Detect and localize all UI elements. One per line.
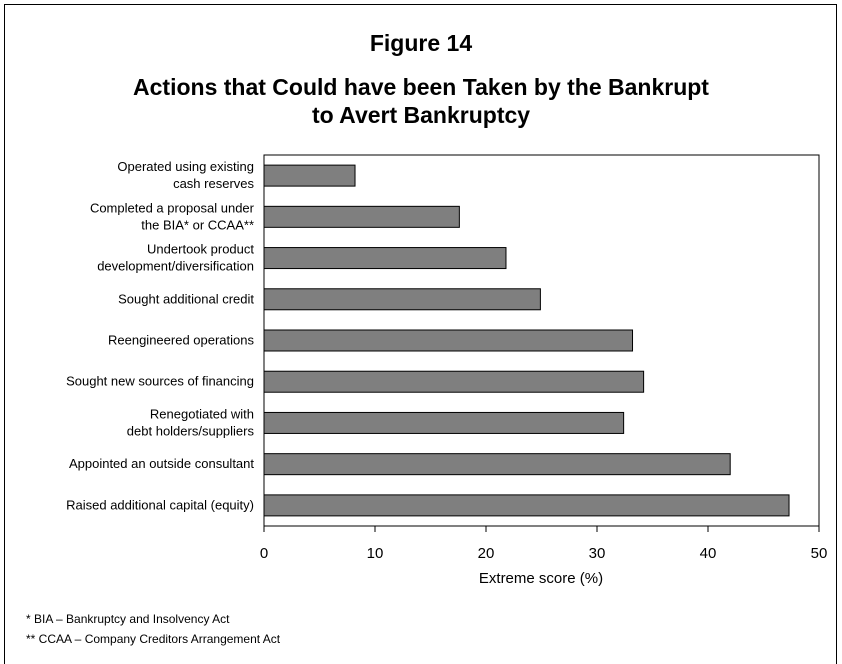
x-axis-ticks: 0 10 20 30 40 50 xyxy=(260,526,828,562)
category-label-7-line-2: debt holders/suppliers xyxy=(127,423,255,438)
category-label-1-line-2: cash reserves xyxy=(173,176,254,191)
x-tick-label-0: 0 xyxy=(260,545,268,562)
bar-5 xyxy=(263,329,634,352)
category-label-3-line-2: development/diversification xyxy=(97,259,254,274)
bar-7 xyxy=(263,411,625,434)
chart-title-line-1: Actions that Could have been Taken by th… xyxy=(133,74,709,100)
bar-9 xyxy=(263,494,790,517)
category-label-2-line-1: Completed a proposal under xyxy=(90,200,255,215)
category-label-6: Sought new sources of financing xyxy=(66,374,254,389)
category-labels: Operated using existing cash reserves Comp… xyxy=(66,159,255,512)
x-axis-title: Extreme score (%) xyxy=(479,570,603,587)
chart-title: Actions that Could have been Taken by th… xyxy=(0,73,842,129)
x-tick-label-10: 10 xyxy=(367,545,384,562)
bar-6 xyxy=(263,370,645,393)
bar-1 xyxy=(263,164,356,187)
footnote-ccaa: ** CCAA – Company Creditors Arrangement … xyxy=(26,632,281,646)
category-label-7-line-1: Renegotiated with xyxy=(150,406,254,421)
chart-title-line-2: to Avert Bankruptcy xyxy=(311,102,531,128)
category-label-5: Reengineered operations xyxy=(108,333,254,348)
x-tick-label-20: 20 xyxy=(478,545,495,562)
x-tick-label-40: 40 xyxy=(700,545,717,562)
category-label-4: Sought additional credit xyxy=(118,291,254,306)
bars-group xyxy=(263,164,790,517)
bar-8 xyxy=(263,453,731,476)
category-label-9: Raised additional capital (equity) xyxy=(66,497,254,512)
bar-3 xyxy=(263,247,507,270)
category-label-1-line-1: Operated using existing xyxy=(117,159,254,174)
footnote-bia: * BIA – Bankruptcy and Insolvency Act xyxy=(26,612,230,626)
x-tick-label-30: 30 xyxy=(589,545,606,562)
figure-number: Figure 14 xyxy=(369,30,473,56)
bar-2 xyxy=(263,205,460,228)
figure-frame xyxy=(4,4,837,664)
bar-4 xyxy=(263,288,541,311)
x-tick-label-50: 50 xyxy=(811,545,828,562)
category-label-8: Appointed an outside consultant xyxy=(69,456,254,471)
category-label-3-line-1: Undertook product xyxy=(147,242,254,257)
category-label-2-line-2: the BIA* or CCAA** xyxy=(141,217,254,232)
